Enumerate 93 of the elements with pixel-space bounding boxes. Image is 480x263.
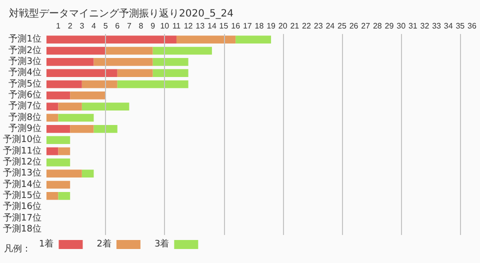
x-tick-label: 2: [68, 22, 73, 30]
bar: [70, 125, 94, 133]
bar: [46, 80, 82, 88]
bar: [58, 192, 70, 200]
x-tick-label: 20: [278, 22, 288, 30]
y-tick-label: 予測10位: [3, 134, 42, 146]
bar: [117, 69, 153, 77]
x-tick-label: 11: [172, 22, 182, 30]
bar: [58, 114, 94, 122]
bar: [152, 69, 188, 77]
x-tick-label: 23: [314, 22, 324, 30]
x-tick-label: 8: [138, 22, 144, 30]
y-tick-label: 予測17位: [3, 212, 42, 224]
bar: [46, 46, 106, 55]
legend-label: 1着: [38, 238, 54, 250]
y-tick-label: 予測13位: [3, 168, 42, 179]
x-tick-label: 35: [456, 22, 466, 30]
y-tick-label: 予測12位: [3, 156, 42, 168]
x-tick-label: 6: [115, 22, 120, 30]
x-tick-label: 36: [468, 22, 477, 30]
x-tick-label: 32: [420, 22, 430, 30]
legend-title: 凡例：: [4, 244, 31, 254]
y-tick-label: 予測15位: [3, 190, 42, 201]
bar: [82, 102, 130, 110]
legend-label: 3着: [154, 238, 170, 250]
y-tick-label: 予測5位: [8, 78, 42, 90]
x-tick-label: 13: [196, 22, 206, 30]
legend-label: 2着: [96, 238, 112, 250]
bar: [82, 170, 94, 178]
y-tick-label: 予測7位: [8, 100, 42, 112]
bar: [46, 180, 70, 189]
x-tick-label: 18: [254, 22, 264, 30]
y-tick-label: 予測3位: [8, 56, 42, 67]
y-tick-label: 予測8位: [8, 112, 42, 123]
bar: [46, 102, 58, 110]
x-tick-label: 12: [184, 22, 194, 30]
bar: [152, 46, 212, 55]
x-tick-label: 5: [103, 22, 108, 30]
x-tick-label: 22: [302, 22, 312, 30]
bar: [46, 36, 176, 44]
x-tick-label: 25: [338, 22, 347, 30]
y-tick-label: 予測9位: [8, 122, 42, 134]
bar: [46, 69, 118, 77]
bar: [94, 125, 118, 133]
x-tick-label: 29: [384, 22, 394, 30]
y-tick-label: 予測16位: [3, 201, 42, 212]
bar: [46, 114, 58, 122]
bar: [46, 192, 58, 200]
bar: [58, 147, 70, 156]
bar: [70, 92, 106, 100]
bar: [46, 147, 58, 156]
y-tick-label: 予測1位: [8, 34, 42, 45]
bar: [46, 125, 70, 133]
x-tick-label: 27: [361, 22, 371, 30]
y-tick-label: 予測2位: [8, 44, 42, 56]
x-tick-label: 3: [80, 22, 85, 30]
x-tick-label: 26: [349, 22, 359, 30]
x-tick-label: 19: [266, 22, 276, 30]
bar: [82, 80, 118, 88]
x-tick-label: 14: [207, 22, 217, 30]
x-tick-label: 7: [126, 22, 132, 30]
x-tick-label: 21: [290, 22, 300, 30]
bar: [46, 158, 70, 166]
x-tick-label: 30: [396, 22, 406, 30]
y-tick-label: 予測6位: [8, 89, 42, 100]
bar: [46, 136, 70, 144]
x-tick-label: 4: [92, 22, 97, 30]
x-tick-label: 34: [444, 22, 454, 30]
y-tick-label: 予測14位: [3, 178, 42, 190]
x-tick-label: 10: [160, 22, 170, 30]
y-tick-label: 予測4位: [8, 67, 42, 78]
bar: [46, 92, 70, 100]
x-tick-label: 31: [408, 22, 418, 30]
x-tick-label: 16: [231, 22, 241, 30]
bar: [117, 80, 188, 88]
x-tick-label: 24: [326, 22, 336, 30]
chart-title: 対戦型データマイニング予測振り返り2020_5_24: [9, 8, 234, 20]
y-tick-label: 予測18位: [3, 223, 42, 234]
bar: [176, 36, 236, 44]
x-tick-label: 33: [432, 22, 442, 30]
bar: [236, 36, 272, 44]
x-tick-label: 15: [219, 22, 229, 30]
bar: [46, 170, 82, 178]
bar: [94, 58, 153, 66]
bar: [106, 46, 153, 55]
bar: [152, 58, 188, 66]
bar: [58, 102, 82, 110]
x-tick-label: 9: [150, 22, 156, 30]
x-tick-label: 17: [242, 22, 252, 30]
x-tick-label: 1: [56, 22, 62, 30]
y-tick-label: 予測11位: [3, 145, 42, 156]
bar: [46, 58, 94, 66]
x-tick-label: 28: [372, 22, 382, 30]
